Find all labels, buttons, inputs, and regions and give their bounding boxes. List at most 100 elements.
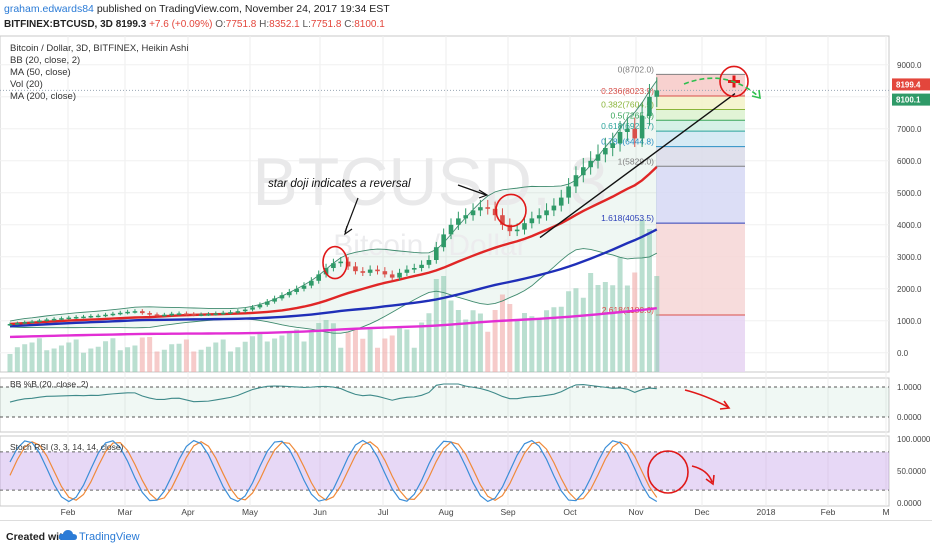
candle-body — [279, 295, 285, 299]
price-change: +7.6 (+0.09%) — [149, 19, 213, 30]
legend-vol[interactable]: Vol (20) — [10, 79, 43, 90]
volume-bar — [132, 345, 138, 372]
stoch-tick-label: 0.0000 — [897, 499, 922, 508]
volume-bar — [573, 288, 579, 372]
volume-bar — [426, 313, 432, 372]
y-tick-label: 1000.0 — [897, 317, 922, 326]
tradingview-brand[interactable]: TradingView — [79, 531, 140, 543]
volume-bar — [242, 341, 248, 372]
candle-body — [323, 268, 329, 275]
x-tick-label: Mar — [118, 507, 133, 517]
volume-bar — [624, 285, 630, 372]
volume-bar — [161, 349, 167, 372]
volume-bar — [448, 300, 454, 372]
volume-bar — [529, 316, 535, 372]
volume-bar — [375, 347, 380, 372]
volume-bar — [81, 352, 86, 372]
volume-bar — [176, 343, 182, 372]
volume-bar — [264, 341, 270, 372]
candle-body — [184, 313, 189, 315]
candle-body — [117, 312, 123, 315]
candle-body — [331, 263, 336, 268]
candle-body — [338, 261, 344, 264]
last-price: 8199.3 — [115, 19, 147, 30]
price-label-text: 8199.4 — [896, 80, 921, 89]
candle-body — [154, 314, 160, 316]
bbpb-down-arrowhead — [719, 400, 731, 410]
doji-circle-left — [322, 245, 348, 280]
candle-body — [426, 260, 432, 265]
candle-body — [404, 269, 410, 273]
volume-bar — [235, 347, 241, 372]
volume-bar — [286, 332, 292, 372]
volume-bar — [147, 337, 153, 372]
volume-bar — [639, 219, 645, 372]
x-tick-label: Jul — [378, 507, 389, 517]
candle-body — [544, 210, 549, 216]
fib-level-label: 0(8702.0) — [618, 64, 655, 74]
fib-zone — [656, 223, 745, 316]
stoch-pane-border — [0, 435, 890, 507]
candle-body — [132, 311, 138, 313]
candle-body — [456, 218, 461, 225]
doji-circle-right — [495, 193, 527, 228]
legend-ma200[interactable]: MA (200, close) — [10, 91, 76, 102]
candle-body — [470, 210, 476, 216]
x-tick-label: Jun — [313, 507, 327, 517]
x-tick-label: Feb — [821, 507, 836, 517]
candle-body — [51, 318, 57, 321]
legend-ma50[interactable]: MA (50, close) — [10, 67, 71, 78]
candle-body — [257, 304, 263, 308]
legend-bb[interactable]: BB (20, close, 2) — [10, 55, 81, 66]
fib-zone — [656, 74, 745, 97]
volume-bar — [191, 351, 197, 372]
candle-body — [287, 292, 292, 296]
legend-title: Bitcoin / Dollar, 3D, BITFINEX, Heikin A… — [10, 43, 189, 54]
volume-bar — [7, 354, 13, 372]
candle-body — [514, 229, 520, 232]
candle-body — [558, 197, 564, 206]
volume-bar — [360, 338, 366, 372]
candle-body — [375, 269, 380, 272]
volume-bar — [470, 310, 476, 372]
candle-body — [95, 315, 101, 318]
candle-body — [625, 128, 630, 132]
candle-body — [66, 317, 72, 320]
stoch-tick-label: 100.0000 — [897, 435, 931, 444]
watermark-symbol: BTCUSD, 3 — [252, 144, 607, 220]
volume-bar — [499, 294, 505, 372]
candle-body — [419, 264, 424, 268]
author-link[interactable]: graham.edwards84 — [4, 3, 94, 15]
volume-bar — [51, 348, 57, 372]
stoch-down-arrow — [691, 465, 713, 483]
candle-body — [15, 323, 20, 325]
top-circle — [719, 65, 749, 98]
y-tick-label: 0.0 — [897, 349, 909, 358]
stoch-band-fill — [0, 451, 889, 491]
high-value: 8352.1 — [269, 19, 300, 30]
fib-zone — [656, 146, 745, 167]
candle-body — [140, 311, 145, 314]
volume-bar — [522, 313, 527, 372]
volume-bar — [551, 307, 557, 372]
price-chart[interactable]: BTCUSD, 3 Bitcoin / Dollar Feb Mar Apr May J… — [0, 0, 932, 520]
bbpb-title: BB %B (20, close, 2) — [10, 379, 89, 389]
chart-legend: Bitcoin / Dollar, 3D, BITFINEX, Heikin A… — [10, 43, 188, 103]
fib-zone — [656, 166, 745, 224]
volume-bar — [308, 332, 314, 372]
publish-line: graham.edwards84 published on TradingVie… — [4, 3, 390, 15]
volume-bar — [463, 319, 469, 372]
volume-bar — [279, 335, 285, 372]
stoch-circle — [647, 450, 689, 494]
bbpb-tick-label: 1.0000 — [897, 383, 922, 392]
x-tick-label: Apr — [181, 507, 194, 517]
candle-body — [176, 313, 182, 315]
x-tick-label: May — [242, 507, 259, 517]
candle-body — [389, 274, 395, 278]
candle-body — [37, 320, 42, 322]
fib-zone — [656, 131, 745, 147]
candle-body — [169, 313, 174, 316]
candle-body — [22, 322, 27, 324]
candle-body — [162, 314, 167, 317]
bbpb-line — [9, 383, 657, 403]
